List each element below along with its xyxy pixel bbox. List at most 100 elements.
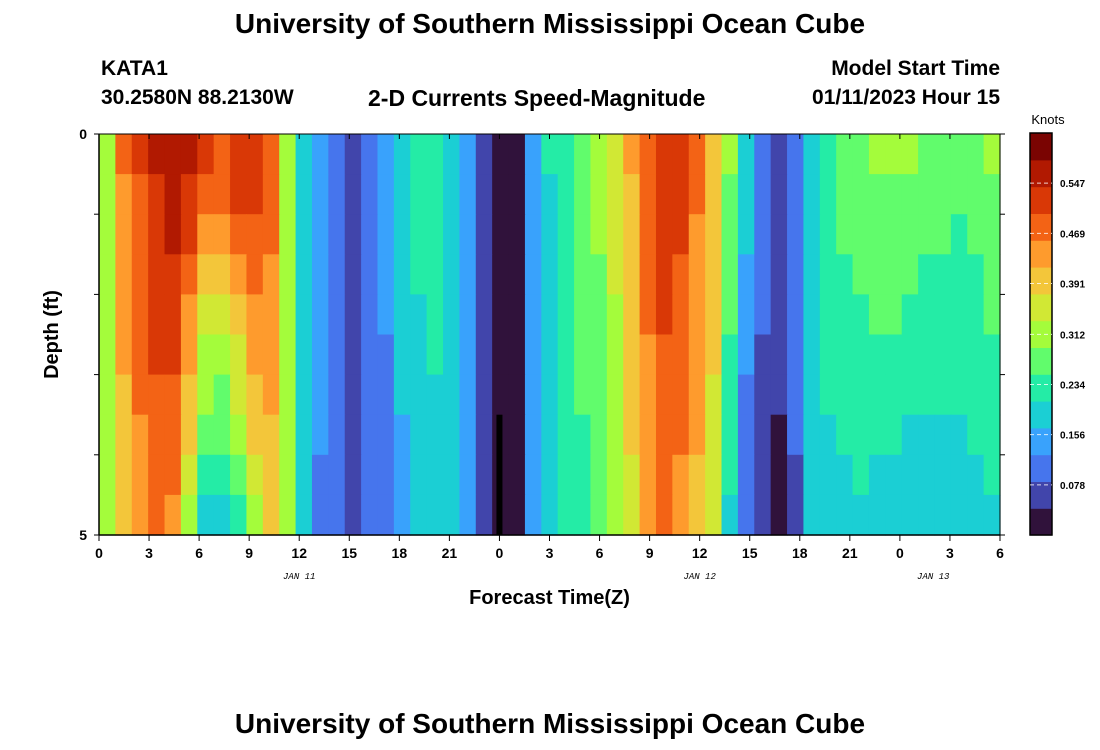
heatmap-cell — [164, 214, 182, 255]
heatmap-cell — [443, 374, 460, 416]
heatmap-cell — [410, 214, 428, 255]
heatmap-cell — [967, 294, 985, 336]
heatmap-cell — [557, 454, 575, 496]
heatmap-cell — [443, 334, 460, 376]
heatmap-cell — [737, 254, 755, 295]
heatmap-cell — [148, 334, 166, 376]
heatmap-cell — [541, 254, 559, 295]
heatmap-cell — [262, 454, 280, 496]
heatmap-cell — [426, 174, 444, 215]
heatmap-cell — [213, 334, 231, 376]
heatmap-cell — [606, 334, 624, 376]
heatmap-cell — [737, 174, 755, 215]
heatmap-cell — [852, 414, 870, 456]
heatmap-cell — [852, 454, 870, 496]
x-tick-label: 21 — [442, 545, 458, 561]
heatmap-cell — [475, 494, 493, 536]
heatmap-cell — [672, 334, 690, 376]
heatmap-cell — [983, 254, 1001, 295]
heatmap-cell — [311, 414, 329, 456]
heatmap-cell — [868, 334, 886, 376]
heatmap-cell — [377, 374, 395, 416]
heatmap-cell — [99, 254, 116, 295]
heatmap-cell — [590, 414, 608, 456]
heatmap-cell — [574, 174, 592, 215]
heatmap-cell — [672, 494, 690, 536]
heatmap-cell — [180, 374, 198, 416]
heatmap-cell — [475, 294, 493, 336]
heatmap-cell — [99, 414, 116, 456]
heatmap-cell — [475, 454, 493, 496]
colorbar-segment — [1030, 481, 1052, 509]
heatmap-cell — [459, 494, 477, 536]
heatmap-cell — [606, 414, 624, 456]
heatmap-cell — [868, 214, 886, 255]
heatmap-cell — [754, 294, 772, 336]
heatmap-cell — [590, 134, 608, 175]
heatmap-cell — [557, 374, 575, 416]
heatmap-cell — [737, 334, 755, 376]
heatmap-cell — [180, 494, 198, 536]
colorbar-segment — [1030, 213, 1052, 241]
heatmap-cell — [754, 254, 772, 295]
heatmap-cell — [852, 254, 870, 295]
heatmap-cell — [246, 214, 264, 255]
heatmap-cell — [901, 494, 919, 536]
heatmap-cell — [197, 134, 215, 175]
x-axis-label: Forecast Time(Z) — [469, 587, 630, 609]
x-tick-label: 3 — [946, 545, 954, 561]
heatmap-cell — [639, 494, 657, 536]
heatmap-cell — [393, 214, 411, 255]
heatmap-cell — [868, 174, 886, 215]
heatmap-cell — [311, 134, 329, 175]
heatmap-cell — [148, 134, 166, 175]
heatmap-cell — [541, 294, 559, 336]
heatmap-cell — [901, 414, 919, 456]
heatmap-cell — [361, 374, 379, 416]
heatmap-cell — [918, 374, 936, 416]
heatmap-cell — [164, 374, 182, 416]
heatmap-cell — [836, 494, 854, 536]
heatmap-cell — [426, 254, 444, 295]
heatmap-cell — [197, 374, 215, 416]
heatmap-cell — [279, 454, 297, 496]
heatmap-cell — [918, 134, 936, 175]
heatmap-cell — [721, 454, 739, 496]
heatmap-cell — [295, 454, 313, 496]
colorbar-label: Knots — [1031, 112, 1065, 127]
heatmap-cell — [770, 374, 788, 416]
heatmap-cell — [230, 414, 248, 456]
heatmap-cell — [672, 174, 690, 215]
heatmap-cell — [99, 174, 116, 215]
heatmap-cell — [377, 214, 395, 255]
heatmap-cell — [590, 294, 608, 336]
heatmap-cell — [475, 334, 493, 376]
colorbar-segment — [1030, 267, 1052, 295]
heatmap-cell — [672, 294, 690, 336]
hour-zero-bar — [496, 414, 503, 535]
colorbar-tick-label: 0.391 — [1060, 280, 1085, 291]
heatmap-cell — [950, 214, 968, 255]
heatmap-cell — [574, 454, 592, 496]
heatmap-cell — [279, 254, 297, 295]
heatmap-cell — [737, 414, 755, 456]
heatmap-cell — [361, 294, 379, 336]
date-marker: JAN 12 — [683, 572, 716, 582]
heatmap-cell — [836, 254, 854, 295]
heatmap-cell — [230, 254, 248, 295]
heatmap-cell — [492, 254, 510, 295]
heatmap-cell — [230, 214, 248, 255]
heatmap-cell — [459, 334, 477, 376]
heatmap-cell — [967, 414, 985, 456]
heatmap-cell — [934, 294, 952, 336]
heatmap-cell — [639, 334, 657, 376]
heatmap-cell — [688, 134, 706, 175]
heatmap-cell — [836, 134, 854, 175]
heatmap-cell — [754, 374, 772, 416]
heatmap-cell — [410, 454, 428, 496]
heatmap-cell — [524, 494, 542, 536]
heatmap-cell — [705, 374, 723, 416]
heatmap-cell — [705, 214, 723, 255]
x-tick-label: 0 — [95, 545, 103, 561]
